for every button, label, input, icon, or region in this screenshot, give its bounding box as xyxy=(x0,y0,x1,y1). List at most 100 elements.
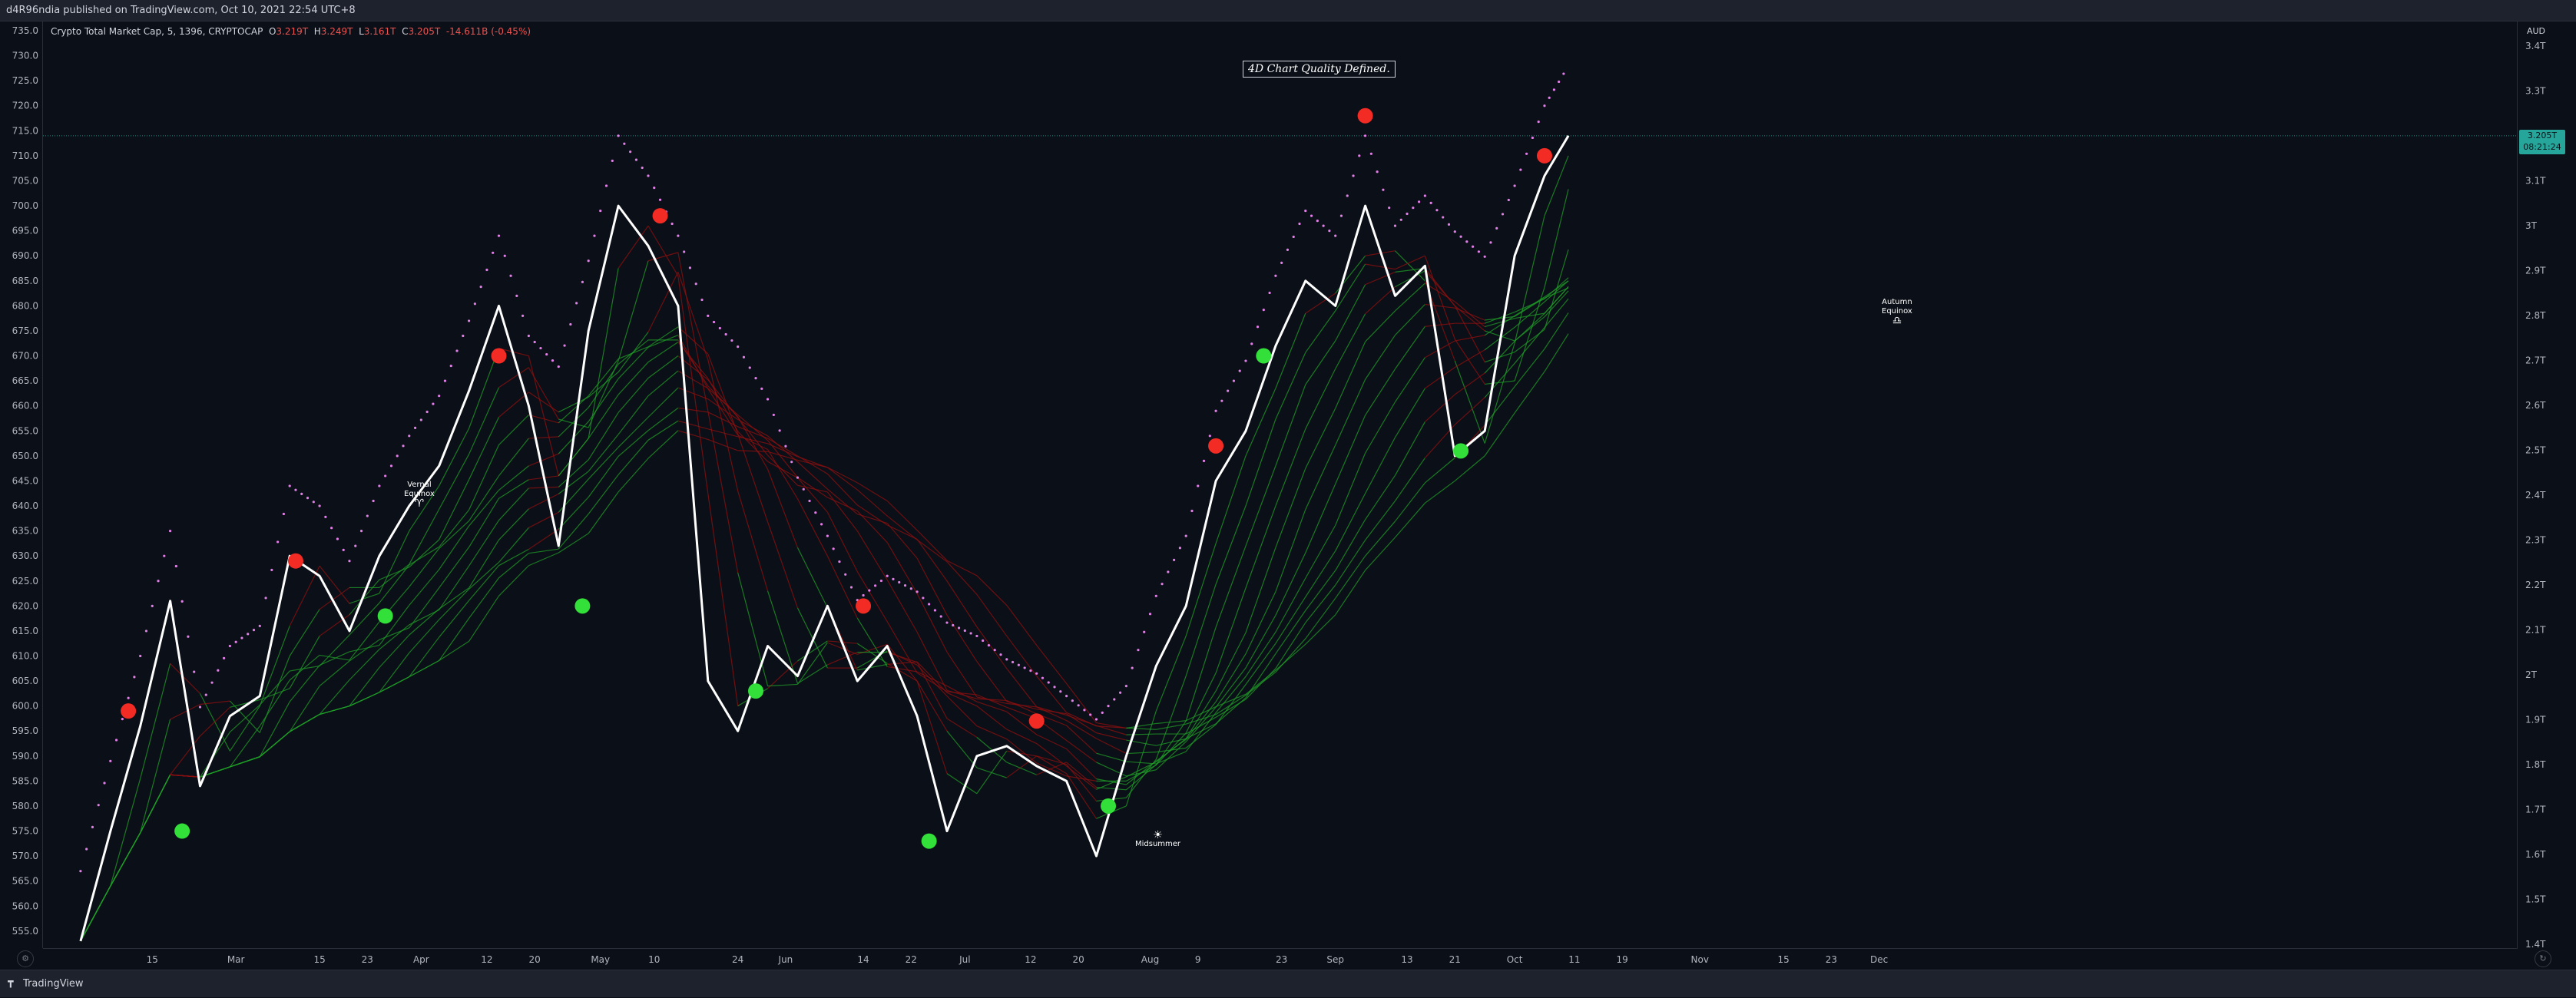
time-axis-tick-label: Sep xyxy=(1326,954,1344,965)
chart-plot-area[interactable] xyxy=(43,21,2518,948)
envelope-dot xyxy=(641,166,644,170)
ma-ribbon-segment xyxy=(886,652,918,663)
ma-ribbon xyxy=(80,155,1569,942)
settings-icon[interactable]: ⚙ xyxy=(17,950,34,967)
envelope-dot xyxy=(1376,170,1379,173)
price-series-line xyxy=(79,135,1570,942)
envelope-dot xyxy=(1472,245,1475,248)
envelope-dot xyxy=(1089,713,1092,716)
ma-ribbon-segment xyxy=(737,572,769,686)
ma-ribbon-segment xyxy=(1185,724,1217,748)
ma-ribbon-segment xyxy=(916,680,948,732)
symbol-legend[interactable]: Crypto Total Market Cap, 5, 1396, CRYPTO… xyxy=(51,26,531,37)
envelope-dot xyxy=(1214,409,1217,412)
bullish-signal-dot xyxy=(748,683,764,699)
envelope-dot xyxy=(378,484,381,487)
ma-ribbon-segment xyxy=(319,679,350,715)
ma-ribbon-segment xyxy=(1424,394,1455,422)
ma-ribbon-segment xyxy=(1335,555,1366,599)
time-axis-tick-label: 12 xyxy=(481,954,492,965)
ma-ribbon-segment xyxy=(767,440,798,478)
left-axis-tick-label: 585.0 xyxy=(12,775,38,786)
ma-ribbon-segment xyxy=(886,523,918,559)
ma-ribbon-segment xyxy=(1335,263,1366,312)
ma-ribbon-segment xyxy=(469,497,499,548)
ma-ribbon-segment xyxy=(528,414,559,424)
ma-ribbon-segment xyxy=(767,660,798,689)
ma-ribbon-segment xyxy=(1484,412,1515,457)
envelope-dot xyxy=(928,603,931,606)
envelope-dot xyxy=(348,560,351,563)
ma-ribbon-segment xyxy=(1096,752,1127,762)
legend-high-label: H xyxy=(313,26,321,37)
bearish-signal-dot xyxy=(287,553,303,569)
left-axis-tick-label: 685.0 xyxy=(12,276,38,286)
auto-scale-icon[interactable]: ↻ xyxy=(2535,950,2551,967)
right-axis-tick-label: 1.9T xyxy=(2525,715,2546,725)
ma-ribbon-segment xyxy=(1275,468,1306,548)
right-price-axis[interactable]: 3.4T3.3T3.2T3.1T3T2.9T2.8T2.7T2.6T2.5T2.… xyxy=(2518,21,2576,950)
envelope-dot xyxy=(892,577,895,580)
envelope-dot xyxy=(1262,308,1265,312)
ma-ribbon-segment xyxy=(1544,287,1569,299)
annotation-autumn-line2: Equinox xyxy=(1882,307,1912,316)
ma-ribbon-segment xyxy=(677,342,709,379)
ma-ribbon-segment xyxy=(618,346,649,379)
ma-ribbon-segment xyxy=(1126,733,1157,735)
envelope-dot xyxy=(1501,213,1505,216)
envelope-dot xyxy=(1101,711,1104,714)
ma-ribbon-segment xyxy=(409,539,440,568)
envelope-dot xyxy=(653,187,656,190)
time-axis-tick-label: 10 xyxy=(648,954,660,965)
envelope-dot xyxy=(234,640,237,643)
ma-ribbon-segment xyxy=(797,664,828,684)
ma-ribbon-segment xyxy=(1395,267,1425,273)
ma-ribbon-segment xyxy=(379,530,410,594)
bearish-signal-dot xyxy=(491,348,507,364)
time-axis[interactable]: 15 Mar 15 23 Apr 12 20 May 10 24 Jun 14 22 Jul 12 20 Aug… xyxy=(43,948,2518,970)
right-axis-tick-label: 1.4T xyxy=(2525,939,2546,948)
ma-ribbon-segment xyxy=(1454,455,1485,481)
envelope-dot xyxy=(467,319,471,322)
envelope-dot xyxy=(1537,120,1540,124)
ma-ribbon-segment xyxy=(856,530,888,580)
footer-bar: TradingView xyxy=(0,970,2576,997)
currency-label[interactable]: AUD xyxy=(2526,26,2546,36)
ma-ribbon-segment xyxy=(1305,310,1336,353)
ma-ribbon-segment xyxy=(409,619,440,653)
envelope-dot xyxy=(802,487,805,491)
ma-ribbon-segment xyxy=(826,488,858,515)
ma-ribbon-segment xyxy=(1544,290,1569,318)
envelope-dot xyxy=(916,590,919,593)
ma-ribbon-segment xyxy=(797,477,828,498)
left-price-axis[interactable]: 735.0 730.0 725.0 720.0 715.0 710.0 705.0 700.0… xyxy=(0,21,43,948)
left-axis-tick-label: 720.0 xyxy=(12,101,38,111)
envelope-dot xyxy=(163,554,166,557)
ma-ribbon-segment xyxy=(439,525,470,570)
time-axis-tick-label: 23 xyxy=(1276,954,1287,965)
time-axis-tick-label: 21 xyxy=(1449,954,1461,965)
ma-ribbon-segment xyxy=(379,624,410,650)
envelope-dot xyxy=(1286,248,1290,252)
time-axis-tick-label: 9 xyxy=(1195,954,1201,965)
ma-ribbon-segment xyxy=(439,565,470,610)
left-axis-tick-label: 600.0 xyxy=(12,701,38,712)
ma-ribbon-segment xyxy=(707,398,739,420)
left-axis-tick-label: 575.0 xyxy=(12,826,38,837)
ma-ribbon-segment xyxy=(289,609,320,656)
envelope-dot xyxy=(754,377,757,380)
ma-ribbon-segment xyxy=(737,416,769,470)
envelope-dot xyxy=(1184,534,1187,537)
annotation-autumn-equinox: Autumn Equinox ♎ xyxy=(1882,298,1912,326)
envelope-dot xyxy=(700,298,704,302)
ma-ribbon-segment xyxy=(1125,710,1157,807)
ma-ribbon-segment xyxy=(1424,256,1455,340)
bearish-signal-dot xyxy=(1028,713,1045,729)
time-axis-tick-label: Aug xyxy=(1141,954,1159,965)
envelope-dot xyxy=(1477,250,1480,253)
ma-ribbon-segment xyxy=(439,454,470,510)
ma-ribbon-segment xyxy=(200,700,230,706)
ma-ribbon-segment xyxy=(856,617,888,667)
left-axis-tick-label: 625.0 xyxy=(12,576,38,587)
ma-ribbon-segment xyxy=(528,392,559,413)
